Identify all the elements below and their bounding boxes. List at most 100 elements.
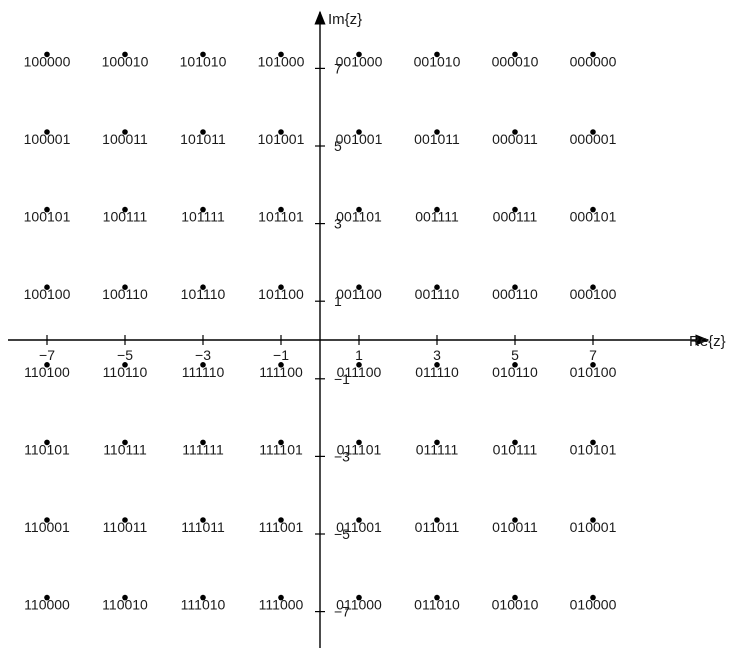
constellation-dot — [434, 129, 440, 135]
bit-label: 001101 — [336, 209, 382, 225]
constellation-point: 011011 — [415, 517, 460, 535]
constellation-dot — [278, 362, 284, 368]
constellation-point: 111010 — [181, 594, 226, 613]
constellation-dot — [44, 362, 50, 368]
constellation-dot — [200, 594, 206, 601]
bit-label: 101100 — [258, 286, 304, 302]
constellation-dot — [278, 284, 284, 291]
constellation-point: 110110 — [103, 362, 148, 380]
bit-label: 101010 — [180, 53, 227, 69]
real-axis-tick-label: 1 — [355, 347, 363, 363]
real-axis-tick-label: 7 — [589, 347, 597, 363]
constellation-dot — [44, 439, 50, 446]
constellation-dot — [278, 51, 284, 58]
real-axis-ticks: −7 −5 −3 −1 1 3 5 7 — [39, 335, 597, 363]
bit-label: 010000 — [570, 597, 617, 613]
constellation-point: 110101 — [24, 439, 70, 457]
constellation-points: 100000 100010 101010 101000 001000 001010 0000… — [24, 51, 617, 613]
constellation-dot — [122, 362, 128, 368]
constellation-point: 100100 — [24, 284, 71, 302]
constellation-dot — [434, 594, 440, 601]
bit-label: 110110 — [103, 364, 148, 380]
bit-label: 001000 — [336, 53, 383, 69]
constellation-dot — [200, 362, 206, 368]
constellation-point: 111000 — [259, 594, 304, 613]
bit-label: 100001 — [24, 131, 71, 147]
constellation-point: 000100 — [570, 284, 617, 302]
constellation-dot — [44, 517, 50, 523]
bit-label: 010001 — [570, 519, 617, 535]
bit-label: 010100 — [570, 364, 617, 380]
constellation-point: 111101 — [259, 439, 303, 457]
constellation-point: 010000 — [570, 594, 617, 613]
imaginary-axis-tick-label: −3 — [334, 448, 350, 464]
bit-label: 100110 — [102, 286, 148, 302]
constellation-dot — [356, 51, 362, 58]
constellation-point: 110111 — [103, 439, 147, 457]
bit-label: 101101 — [258, 209, 304, 225]
bit-label: 010011 — [492, 519, 538, 535]
constellation-point: 100111 — [103, 206, 148, 225]
constellation-point: 000001 — [570, 129, 617, 147]
constellation-dot — [590, 439, 596, 446]
constellation-point: 101101 — [258, 206, 304, 225]
bit-label: 110100 — [24, 364, 70, 380]
bit-label: 000000 — [570, 53, 617, 69]
constellation-dot — [278, 594, 284, 601]
bit-label: 111010 — [181, 597, 226, 613]
constellation-point: 001101 — [336, 206, 382, 225]
constellation-point: 001001 — [336, 129, 383, 147]
constellation-point: 011010 — [414, 594, 460, 613]
constellation-dot — [200, 51, 206, 58]
bit-label: 110001 — [24, 519, 70, 535]
constellation-dot — [512, 517, 518, 523]
constellation-point: 110011 — [103, 517, 148, 535]
constellation-dot — [512, 284, 518, 291]
imaginary-axis-tick-label: −5 — [334, 526, 350, 542]
constellation-dot — [356, 206, 362, 213]
bit-label: 101111 — [181, 209, 225, 225]
imaginary-axis-tick-label: 3 — [334, 216, 342, 232]
constellation-dot — [278, 517, 284, 523]
bit-label: 111001 — [259, 519, 304, 535]
constellation-dot — [434, 51, 440, 58]
bit-label: 111101 — [259, 441, 303, 457]
constellation-point: 000101 — [570, 206, 617, 225]
constellation-point: 010111 — [493, 439, 538, 457]
constellation-dot — [200, 517, 206, 523]
bit-label: 110011 — [103, 519, 148, 535]
constellation-dot — [122, 129, 128, 135]
real-axis-tick-label: −3 — [195, 347, 211, 363]
constellation-point: 111111 — [182, 439, 224, 457]
constellation-dot — [512, 129, 518, 135]
bit-label: 011010 — [414, 597, 460, 613]
constellation-point: 111011 — [181, 517, 225, 535]
bit-label: 100100 — [24, 286, 71, 302]
bit-label: 010110 — [492, 364, 538, 380]
constellation-point: 000111 — [493, 206, 538, 225]
bit-label: 000011 — [492, 131, 538, 147]
bit-label: 101000 — [258, 53, 305, 69]
bit-label: 001100 — [336, 286, 382, 302]
constellation-point: 110001 — [24, 517, 70, 535]
constellation-point: 001111 — [415, 206, 459, 225]
constellation-dot — [356, 284, 362, 291]
constellation-point: 011111 — [416, 439, 458, 457]
constellation-dot — [512, 594, 518, 601]
bit-label: 001110 — [415, 286, 460, 302]
bit-label: 001111 — [415, 209, 459, 225]
constellation-point: 100101 — [24, 206, 71, 225]
bit-label: 111011 — [181, 519, 225, 535]
constellation-point: 010001 — [570, 517, 617, 535]
constellation-point: 111110 — [182, 362, 224, 380]
constellation-point: 000011 — [492, 129, 538, 147]
constellation-dot — [278, 206, 284, 213]
constellation-point: 100001 — [24, 129, 71, 147]
constellation-dot — [122, 51, 128, 58]
constellation-dot — [590, 594, 596, 601]
bit-label: 011101 — [337, 441, 382, 457]
constellation-point: 110000 — [24, 594, 70, 613]
constellation-dot — [512, 362, 518, 368]
constellation-point: 011110 — [415, 362, 459, 380]
